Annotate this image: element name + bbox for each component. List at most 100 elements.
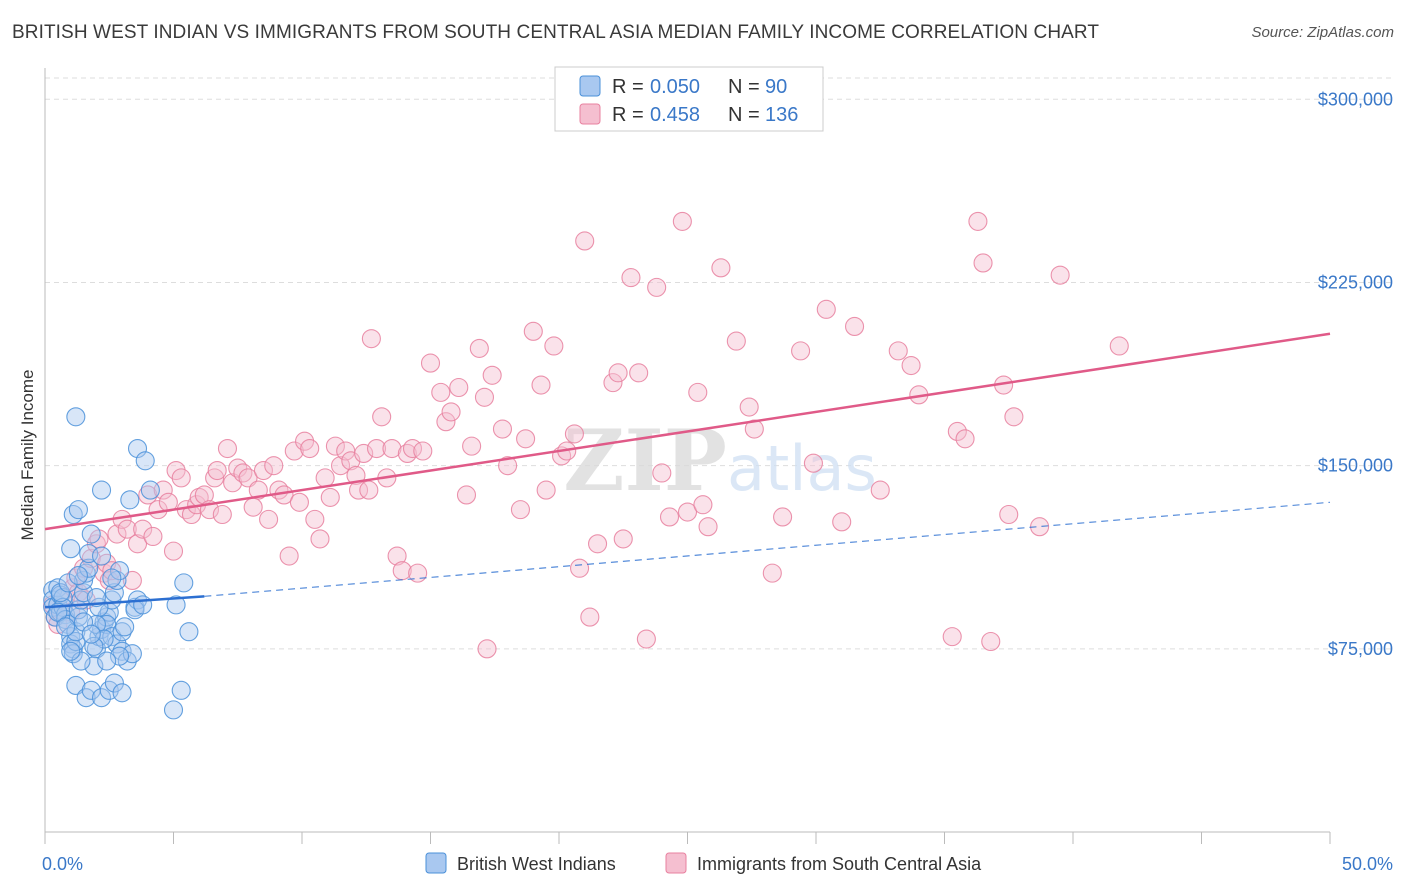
point-south-central-asia bbox=[739, 397, 759, 417]
point-south-central-asia bbox=[474, 387, 495, 407]
point-british-west-indians bbox=[133, 595, 153, 615]
point-south-central-asia bbox=[942, 627, 962, 647]
legend-bottom-swatch bbox=[665, 852, 687, 874]
axis-layer: $75,000 $150,000 $225,000 $300,000 0.0% 50.0% bbox=[42, 68, 1393, 874]
point-south-central-asia bbox=[431, 382, 451, 402]
point-south-central-asia bbox=[603, 373, 623, 393]
legend-bottom-swatch bbox=[425, 852, 447, 874]
point-south-central-asia bbox=[248, 480, 268, 500]
y-tick-label: $225,000 bbox=[1318, 272, 1393, 292]
point-south-central-asia bbox=[981, 631, 1001, 652]
point-south-central-asia bbox=[354, 443, 374, 463]
point-south-central-asia bbox=[613, 529, 633, 549]
point-british-west-indians bbox=[109, 561, 130, 581]
point-south-central-asia bbox=[564, 424, 584, 444]
point-south-central-asia bbox=[482, 365, 502, 385]
point-south-central-asia bbox=[575, 231, 595, 251]
legend-bottom-label: Immigrants from South Central Asia bbox=[697, 854, 982, 874]
legend-label: R = bbox=[612, 104, 644, 126]
point-south-central-asia bbox=[462, 436, 482, 456]
point-south-central-asia bbox=[531, 375, 551, 395]
point-british-west-indians bbox=[66, 622, 86, 642]
point-british-west-indians bbox=[120, 490, 140, 510]
point-south-central-asia bbox=[387, 546, 407, 566]
point-south-central-asia bbox=[636, 629, 656, 649]
point-british-west-indians bbox=[171, 680, 191, 700]
point-british-west-indians bbox=[91, 546, 112, 566]
point-south-central-asia bbox=[621, 268, 641, 288]
point-south-central-asia bbox=[580, 607, 600, 627]
point-south-central-asia bbox=[359, 480, 379, 500]
y-tick-label: $75,000 bbox=[1328, 639, 1393, 659]
legend-swatch bbox=[579, 75, 601, 97]
point-british-west-indians bbox=[56, 617, 76, 637]
point-south-central-asia bbox=[238, 468, 258, 488]
point-south-central-asia bbox=[608, 363, 628, 383]
point-british-west-indians bbox=[94, 629, 114, 649]
point-south-central-asia bbox=[693, 495, 713, 515]
point-south-central-asia bbox=[544, 336, 564, 356]
point-south-central-asia bbox=[492, 419, 513, 439]
point-british-west-indians bbox=[66, 407, 86, 427]
point-south-central-asia bbox=[536, 480, 556, 500]
point-south-central-asia bbox=[698, 517, 718, 537]
point-british-west-indians bbox=[166, 595, 186, 615]
point-south-central-asia bbox=[523, 321, 543, 341]
point-british-west-indians bbox=[163, 700, 184, 720]
point-british-west-indians bbox=[50, 583, 70, 603]
point-south-central-asia bbox=[284, 441, 304, 461]
point-south-central-asia bbox=[449, 377, 469, 398]
point-british-west-indians bbox=[68, 566, 88, 586]
point-south-central-asia bbox=[999, 504, 1019, 525]
point-south-central-asia bbox=[870, 480, 890, 500]
point-south-central-asia bbox=[420, 353, 441, 373]
point-south-central-asia bbox=[516, 429, 536, 449]
chart-title: BRITISH WEST INDIAN VS IMMIGRANTS FROM S… bbox=[12, 22, 1100, 43]
point-south-central-asia bbox=[469, 338, 489, 358]
point-south-central-asia bbox=[102, 561, 122, 581]
point-south-central-asia bbox=[279, 546, 299, 566]
point-south-central-asia bbox=[325, 436, 345, 456]
point-british-west-indians bbox=[135, 451, 155, 471]
point-south-central-asia bbox=[973, 253, 993, 273]
legend-bottom-label: British West Indians bbox=[457, 854, 616, 874]
watermark: ZIPatlas bbox=[563, 411, 877, 510]
point-british-west-indians bbox=[61, 539, 81, 559]
point-british-west-indians bbox=[79, 558, 99, 578]
point-british-west-indians bbox=[179, 622, 199, 642]
point-south-central-asia bbox=[726, 331, 746, 351]
point-british-west-indians bbox=[84, 656, 104, 676]
point-south-central-asia bbox=[133, 519, 153, 539]
point-british-west-indians bbox=[66, 631, 86, 652]
point-south-central-asia bbox=[300, 439, 320, 459]
y-axis-label: Median Family Income bbox=[18, 369, 37, 540]
point-south-central-asia bbox=[832, 512, 852, 532]
point-south-central-asia bbox=[711, 258, 731, 278]
point-south-central-asia bbox=[587, 534, 608, 554]
point-british-west-indians bbox=[104, 673, 124, 693]
point-south-central-asia bbox=[498, 456, 518, 476]
point-south-central-asia bbox=[205, 468, 225, 488]
legend-label: N = bbox=[728, 104, 760, 126]
point-british-west-indians bbox=[76, 563, 96, 583]
point-south-central-asia bbox=[86, 534, 106, 554]
legend-bottom: British West Indians Immigrants from Sout… bbox=[425, 852, 982, 874]
point-south-central-asia bbox=[181, 504, 202, 525]
legend-label: R = bbox=[612, 76, 644, 98]
legend-top: R = 0.050 N = 90 R = 0.458 N = 136 bbox=[554, 66, 824, 132]
point-south-central-asia bbox=[844, 316, 865, 336]
point-south-central-asia bbox=[243, 497, 263, 517]
point-south-central-asia bbox=[477, 639, 497, 659]
legend-value: 90 bbox=[765, 76, 787, 98]
point-south-central-asia bbox=[259, 509, 279, 529]
point-british-west-indians bbox=[74, 612, 94, 632]
x-tick-label: 50.0% bbox=[1342, 854, 1393, 874]
point-south-central-asia bbox=[320, 487, 340, 507]
point-british-west-indians bbox=[81, 524, 101, 544]
legend-value: 136 bbox=[765, 104, 798, 126]
point-south-central-asia bbox=[122, 570, 142, 590]
legend-value: 0.050 bbox=[650, 76, 700, 98]
point-british-west-indians bbox=[61, 641, 81, 661]
point-south-central-asia bbox=[217, 439, 238, 459]
